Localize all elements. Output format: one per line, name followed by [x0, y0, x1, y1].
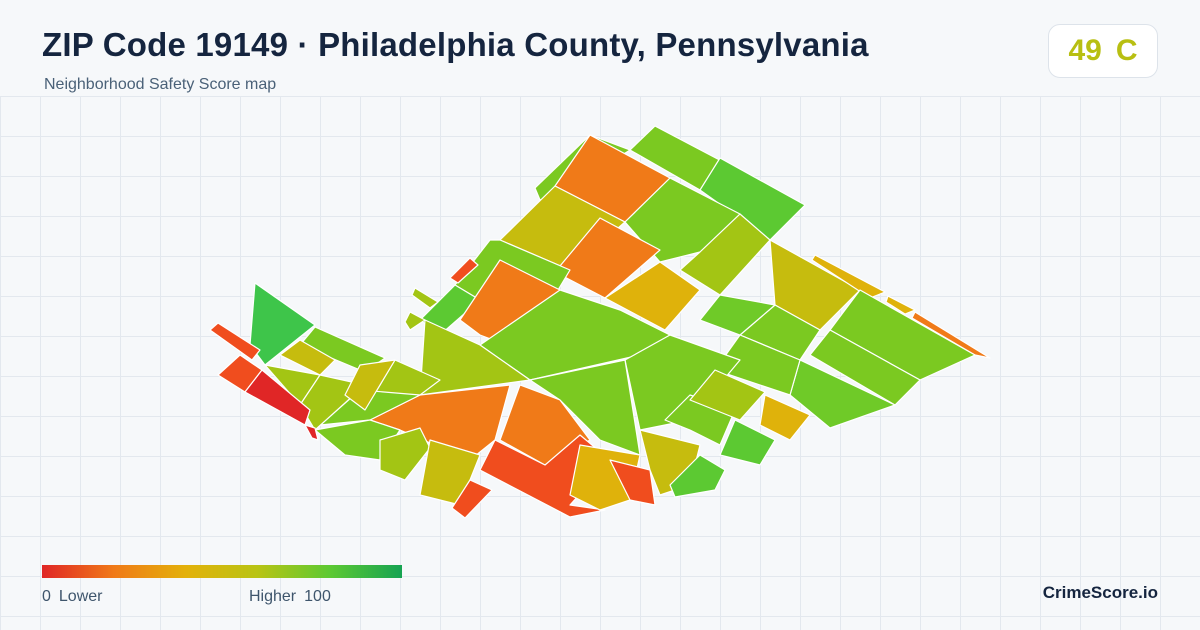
legend-max-text: Higher [249, 588, 297, 605]
legend-min-label: 0 Lower [42, 588, 102, 606]
block-region[interactable] [569, 444, 641, 511]
block-region[interactable] [344, 359, 396, 411]
block-region[interactable] [759, 394, 811, 441]
block-region[interactable] [304, 424, 319, 441]
block-region[interactable] [669, 454, 726, 498]
block-region[interactable] [209, 322, 261, 361]
page-title: ZIP Code 19149 · Philadelphia County, Pe… [42, 26, 869, 63]
block-region[interactable] [529, 359, 641, 456]
block-region[interactable] [604, 261, 701, 331]
block-region[interactable] [689, 369, 766, 421]
brand-logo-text[interactable]: CrimeScore.io [1042, 583, 1158, 602]
legend-max-label: Higher 100 [249, 588, 331, 606]
block-region[interactable] [885, 295, 916, 315]
legend-max-value: 100 [304, 588, 331, 605]
score-badge: 49 C [1048, 24, 1158, 78]
block-region[interactable] [379, 427, 431, 481]
score-grade: C [1115, 34, 1138, 67]
block-region[interactable] [244, 369, 311, 426]
block-region[interactable] [609, 459, 656, 506]
block-region[interactable] [411, 287, 439, 309]
block-region[interactable] [624, 334, 741, 431]
block-region[interactable] [451, 479, 493, 519]
legend-min-value: 0 [42, 588, 51, 605]
page-subtitle: Neighborhood Safety Score map [44, 76, 277, 93]
block-region[interactable] [449, 257, 479, 284]
legend-gradient-bar [42, 565, 402, 578]
block-region[interactable] [679, 213, 771, 296]
block-region[interactable] [279, 339, 336, 376]
score-value: 49 [1068, 34, 1102, 67]
block-region[interactable] [404, 311, 426, 331]
block-region[interactable] [719, 419, 776, 466]
legend-min-text: Lower [58, 588, 103, 605]
